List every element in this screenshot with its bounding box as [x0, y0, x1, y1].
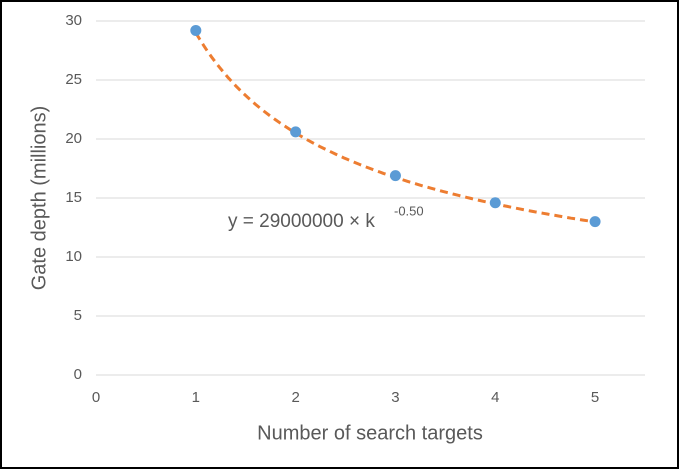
point: [389, 170, 401, 182]
y-tick-label: 15: [65, 189, 82, 206]
annotation-superscript: -0.50: [394, 203, 424, 218]
x-tick-label: 3: [391, 389, 399, 406]
x-tick-label: 1: [192, 389, 200, 406]
y-tick-label: 0: [74, 366, 82, 383]
x-tick-label: 5: [591, 389, 599, 406]
x-tick-label: 2: [291, 389, 299, 406]
y-tick-label: 30: [65, 12, 82, 29]
x-tick-label: 4: [491, 389, 499, 406]
y-tick-label: 20: [65, 130, 82, 147]
x-tick-label: 0: [92, 389, 100, 406]
y-tick-label: 5: [74, 307, 82, 324]
point: [190, 24, 202, 36]
annotation-text: y = 29000000 × k: [228, 211, 375, 232]
point: [290, 126, 302, 138]
y-tick-label: 10: [65, 248, 82, 265]
x-axis-title: Number of search targets: [257, 422, 483, 444]
y-tick-label: 25: [65, 71, 82, 88]
annotation: y = 29000000 × k -0.50: [228, 203, 424, 232]
point: [589, 216, 601, 228]
point: [489, 197, 501, 209]
y-axis-title: Gate depth (millions): [28, 106, 50, 291]
